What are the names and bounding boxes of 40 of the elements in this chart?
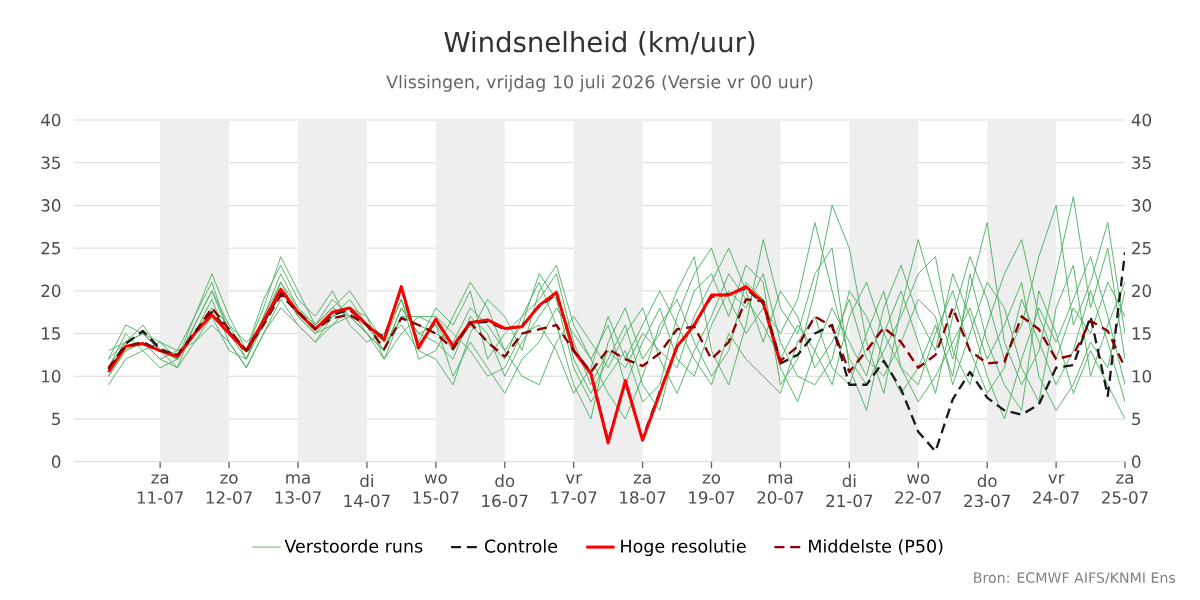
chart-title: Windsnelheid (km/uur): [444, 31, 755, 56]
y-tick-label: 10: [42, 369, 61, 383]
y2-tick-label: 35: [1132, 156, 1151, 170]
x-tick-label: do 16-07: [482, 474, 528, 508]
text: Bron: ECMWF AIFS/KNMI Ens: [974, 572, 1176, 585]
y-tick-label: 40: [41, 113, 61, 127]
y2-tick-label: 20: [1132, 284, 1152, 298]
x-tick-label: ma 20-07: [757, 474, 804, 504]
y-tick-label: 15: [42, 327, 60, 340]
chart-subtitle: Vlissingen, vrijdag 10 juli 2026 (Versie vr 00 uur): [386, 74, 813, 92]
x-tick-label: vr 17-07: [551, 474, 597, 504]
legend-label: Verstoorde runs: [284, 539, 423, 553]
y-tick-label: 0: [51, 455, 61, 468]
y-tick-label: 35: [41, 156, 60, 170]
y-tick-label: 30: [41, 199, 61, 212]
x-tick-label: za 25-07: [1102, 474, 1148, 504]
x-tick-label: di 14-07: [344, 474, 390, 508]
x-tick-label: za 11-07: [137, 474, 183, 504]
y-tick-label: 20: [41, 284, 61, 298]
x-tick-label: zo 19-07: [689, 474, 735, 504]
y2-tick-label: 0: [1132, 455, 1141, 468]
x-tick-label: wo 15-07: [413, 474, 459, 504]
legend-label: Hoge resolutie: [621, 539, 746, 557]
y-tick-label: 25: [41, 241, 60, 255]
x-tick-label: za 18-07: [620, 474, 666, 504]
y2-tick-label: 10: [1132, 369, 1152, 383]
x-tick-label: di 21-07: [826, 474, 873, 508]
y2-tick-label: 15: [1132, 327, 1151, 340]
y2-tick-label: 30: [1132, 199, 1152, 212]
y2-tick-label: 25: [1132, 241, 1151, 255]
y-tick-label: 5: [52, 412, 60, 426]
legend-label: Middelste (P50): [809, 539, 943, 555]
y2-tick-label: 5: [1132, 412, 1141, 426]
x-tick-label: zo 12-07: [206, 474, 252, 504]
legend-label: Controle: [484, 539, 558, 553]
x-tick-label: wo 22-07: [895, 474, 942, 504]
y2-tick-label: 40: [1131, 113, 1152, 127]
x-tick-label: ma 13-07: [275, 474, 321, 504]
x-tick-label: vr 24-07: [1033, 474, 1079, 504]
x-tick-label: do 23-07: [964, 474, 1010, 508]
